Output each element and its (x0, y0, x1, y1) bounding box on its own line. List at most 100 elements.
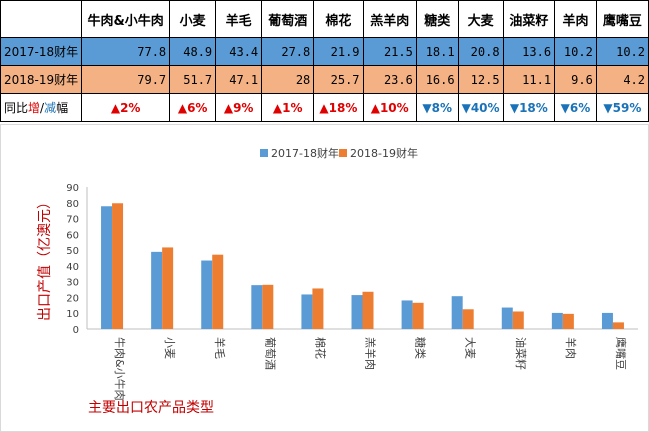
table-cell: 10.2 (595, 37, 649, 66)
x-category-label: 羔羊肉 (364, 337, 378, 370)
x-category-label: 油菜籽 (514, 337, 528, 370)
x-category-label: 牛肉&小牛肉 (113, 337, 127, 401)
change-cell: ▼40% (457, 93, 504, 122)
table-cell: 77.8 (81, 37, 171, 66)
triangle-up-icon: ▲ (177, 100, 188, 115)
bar-2018-19 (262, 284, 274, 329)
y-tick-label: 30 (66, 278, 79, 289)
change-cell: ▲9% (215, 93, 263, 122)
change-row-label: 同比增/减幅 (0, 93, 83, 122)
column-header: 羔羊肉 (362, 0, 417, 38)
change-value: 2% (120, 100, 141, 115)
table-cell: 28 (261, 65, 315, 94)
bar-2018-19 (412, 302, 424, 329)
column-header: 油菜籽 (502, 0, 556, 38)
bar-2018-19 (362, 291, 374, 329)
table-cell: 79.7 (81, 65, 171, 94)
triangle-up-icon: ▲ (110, 100, 121, 115)
row-label: 2017-18财年 (0, 37, 83, 66)
x-axis-title: 主要出口农产品类型 (88, 400, 214, 416)
column-header: 鹰嘴豆 (595, 0, 649, 38)
change-cell: ▼8% (415, 93, 459, 122)
column-header: 羊肉 (554, 0, 597, 38)
change-cell: ▲6% (169, 93, 217, 122)
change-value: 59% (612, 100, 642, 115)
table-cell: 47.1 (215, 65, 263, 94)
triangle-down-icon: ▼ (461, 100, 471, 115)
change-cell: ▲10% (362, 93, 417, 122)
x-category-label: 棉花 (313, 337, 327, 359)
bar-2017-18 (501, 307, 513, 329)
y-tick-label: 0 (73, 325, 79, 336)
column-header: 小麦 (169, 0, 217, 38)
change-value: 6% (569, 100, 591, 115)
triangle-down-icon: ▼ (509, 100, 520, 115)
triangle-down-icon: ▼ (603, 100, 613, 115)
bar-2017-18 (151, 251, 163, 329)
table-cell: 16.6 (415, 65, 459, 94)
change-cell: ▼59% (595, 93, 649, 122)
legend-label: 2018-19财年 (350, 146, 418, 160)
triangle-down-icon: ▼ (560, 100, 570, 115)
bar-2017-18 (101, 206, 113, 329)
table-cell: 4.2 (595, 65, 649, 94)
table-cell: 21.5 (362, 37, 417, 66)
triangle-up-icon: ▲ (272, 100, 283, 115)
triangle-up-icon: ▲ (223, 100, 234, 115)
column-header: 棉花 (313, 0, 364, 38)
bar-2017-18 (351, 295, 363, 329)
change-value: 10% (379, 100, 409, 115)
column-header: 大麦 (457, 0, 504, 38)
x-category-label: 糖类 (414, 337, 428, 359)
bar-chart: 0 10 20 30 40 50 60 70 80 90 牛肉&小牛肉 小麦 羊毛 葡萄酒 棉花 羔羊肉 糖类 大… (37, 146, 638, 416)
chart-area: 0 10 20 30 40 50 60 70 80 90 牛肉&小牛肉 小麦 羊毛 葡萄酒 棉花 羔羊肉 糖类 大… (0, 124, 649, 432)
bar-2018-19 (112, 203, 124, 329)
change-value: 40% (470, 100, 500, 115)
y-tick-label: 10 (66, 309, 79, 320)
change-value: 9% (233, 100, 254, 115)
change-value: 18% (328, 100, 358, 115)
bar-2018-19 (312, 288, 324, 329)
legend-swatch (260, 149, 268, 157)
x-category-label: 葡萄酒 (263, 337, 276, 370)
legend-swatch (339, 149, 347, 157)
x-category-label: 小麦 (163, 337, 176, 359)
x-category-label: 羊毛 (213, 337, 227, 359)
y-axis-title: 出口产值（亿澳元） (37, 195, 53, 321)
column-header: 牛肉&小牛肉 (81, 0, 171, 38)
bar-2018-19 (512, 311, 524, 329)
y-tick-label: 90 (66, 183, 79, 194)
y-tick-label: 20 (66, 293, 79, 304)
table-cell: 43.4 (215, 37, 263, 66)
table-cell: 23.6 (362, 65, 417, 94)
bar-2018-19 (212, 254, 224, 329)
table-cell: 21.9 (313, 37, 364, 66)
column-header: 羊毛 (215, 0, 263, 38)
change-cell: ▲2% (81, 93, 171, 122)
change-value: 6% (187, 100, 208, 115)
bar-2017-18 (601, 312, 613, 329)
table-row: 2017-18财年 77.8 48.9 43.4 27.8 21.9 21.5 18.1 20.… (0, 37, 649, 66)
y-tick-label: 70 (66, 215, 79, 226)
table-cell: 27.8 (261, 37, 315, 66)
triangle-down-icon: ▼ (422, 100, 432, 115)
bar-2017-18 (301, 294, 313, 329)
y-tick-label: 60 (66, 230, 79, 241)
table-cell: 25.7 (313, 65, 364, 94)
change-cell: ▼18% (502, 93, 556, 122)
legend-label: 2017-18财年 (271, 146, 339, 160)
table-cell: 48.9 (169, 37, 217, 66)
row-label: 2018-19财年 (0, 65, 83, 94)
y-tick-label: 80 (66, 199, 79, 210)
change-value: 1% (282, 100, 303, 115)
table-row: 2018-19财年 79.7 51.7 47.1 28 25.7 23.6 16.6 12.5 1… (0, 65, 649, 94)
change-row: 同比增/减幅 ▲2% ▲6% ▲9% ▲1% ▲18% ▲10% ▼8% ▼40% ▼18% ▼6… (0, 93, 649, 122)
data-table: 牛肉&小牛肉 小麦 羊毛 葡萄酒 棉花 羔羊肉 糖类 大麦 油菜籽 羊肉 鹰嘴豆 2017-18财年… (0, 0, 649, 122)
table-cell: 11.1 (502, 65, 556, 94)
column-header: 葡萄酒 (261, 0, 315, 38)
bar-2017-18 (251, 285, 263, 329)
table-cell: 12.5 (457, 65, 504, 94)
table-cell: 9.6 (554, 65, 597, 94)
change-value: 8% (431, 100, 453, 115)
change-cell: ▲1% (261, 93, 315, 122)
